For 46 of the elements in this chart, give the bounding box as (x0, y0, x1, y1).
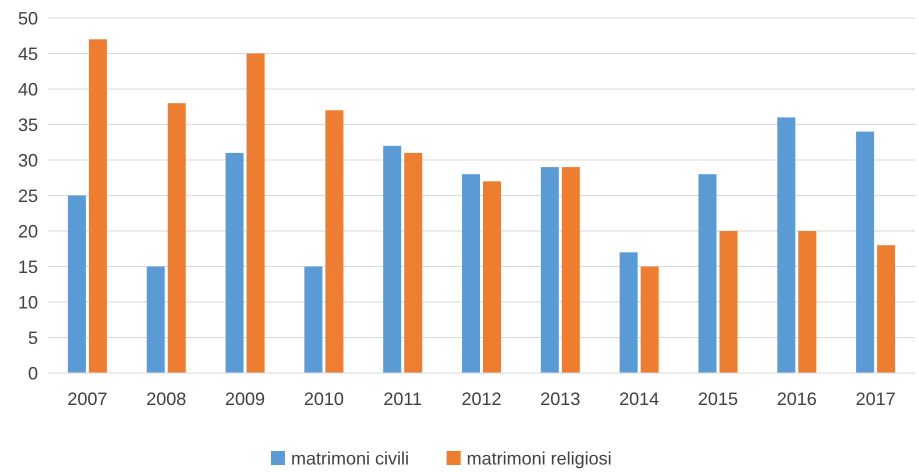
y-tick-label: 0 (28, 363, 38, 384)
x-tick-label: 2011 (383, 389, 422, 409)
y-tick-label: 40 (18, 79, 38, 100)
x-tick-label: 2014 (619, 389, 660, 409)
legend-label: matrimoni religiosi (466, 448, 612, 468)
bar (640, 266, 659, 373)
bar (246, 54, 265, 373)
bar (620, 252, 638, 373)
bar (562, 167, 580, 373)
bar (304, 266, 322, 373)
bar (856, 132, 874, 373)
bar (462, 174, 480, 373)
x-tick-label: 2016 (776, 389, 817, 409)
legend-label: matrimoni civili (291, 448, 410, 468)
x-tick-label: 2012 (461, 389, 502, 409)
y-tick-label: 45 (18, 44, 38, 64)
x-tick-label: 2015 (698, 389, 738, 409)
y-tick-label: 10 (18, 292, 38, 312)
y-tick-label: 35 (18, 114, 38, 135)
bar (404, 152, 422, 373)
x-tick-label: 2013 (540, 389, 580, 409)
x-tick-label: 2007 (67, 389, 108, 409)
bar (540, 167, 559, 373)
bar (719, 231, 738, 373)
x-tick-label: 2010 (304, 389, 344, 409)
x-tick-label: 2009 (225, 389, 266, 409)
y-tick-label: 25 (18, 186, 38, 206)
bar (325, 110, 344, 373)
bar (88, 39, 107, 373)
bar (146, 266, 165, 373)
x-tick-label: 2017 (856, 389, 896, 409)
bar (877, 245, 896, 373)
y-tick-label: 50 (18, 8, 38, 28)
x-tick-label: 2008 (146, 389, 186, 409)
y-tick-label: 30 (18, 150, 38, 170)
bar (798, 231, 816, 373)
bar (68, 196, 86, 373)
bar (777, 117, 796, 373)
bar (383, 146, 402, 373)
bar (483, 181, 501, 373)
y-tick-label: 5 (28, 328, 38, 348)
bar (226, 152, 244, 373)
bar (168, 103, 186, 373)
bar (698, 174, 716, 373)
y-tick-label: 15 (18, 256, 38, 277)
y-tick-label: 20 (18, 221, 38, 242)
